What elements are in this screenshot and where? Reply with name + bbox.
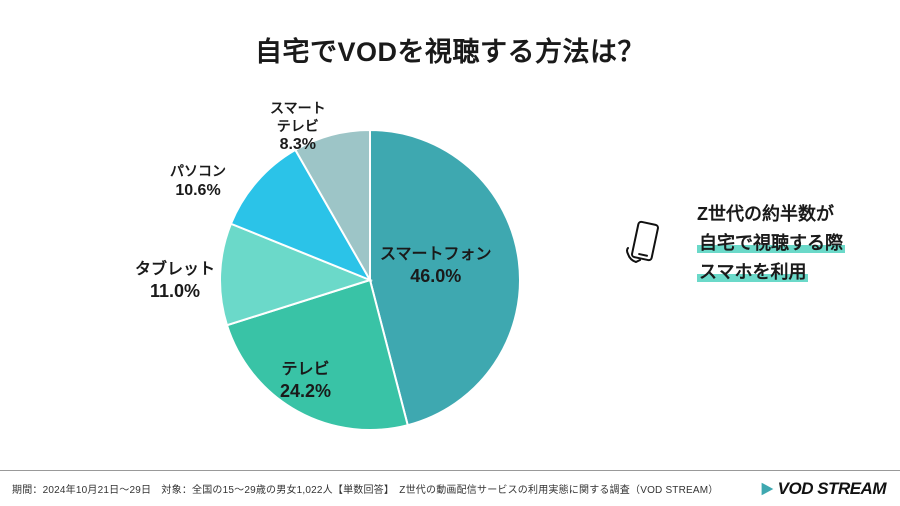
callout-line: 自宅で視聴する際 [697, 229, 845, 258]
slice-name: パソコン [170, 163, 226, 181]
pie-chart: スマートフォン46.0%テレビ24.2%タブレット11.0%パソコン10.6%ス… [160, 85, 580, 465]
slice-label: テレビ24.2% [280, 360, 331, 403]
callout-line: スマホを利用 [697, 258, 845, 287]
logo-mark-icon [758, 480, 776, 498]
slice-label: タブレット11.0% [135, 260, 215, 303]
slice-name: タブレット [135, 260, 215, 280]
slice-name: テレビ [280, 360, 331, 380]
slice-percent: 24.2% [280, 380, 331, 403]
footer: 期間：2024年10月21日〜29日 対象：全国の15〜29歳の男女1,022人… [0, 470, 900, 506]
slice-percent: 10.6% [170, 181, 226, 201]
logo-text: VOD STREAM [778, 479, 886, 499]
chart-title: 自宅でVODを視聴する方法は？ [0, 30, 900, 69]
slice-label: スマートフォン46.0% [380, 245, 492, 288]
slice-percent: 11.0% [135, 280, 215, 303]
slice-percent: 46.0% [380, 265, 492, 288]
callout-text: Z世代の約半数が自宅で視聴する際スマホを利用 [697, 200, 845, 286]
slice-name: スマートテレビ [270, 100, 326, 135]
slice-name: スマートフォン [380, 245, 492, 265]
callout-line: Z世代の約半数が [697, 200, 845, 229]
slice-label: スマートテレビ8.3% [270, 100, 326, 155]
brand-logo: VOD STREAM [758, 479, 886, 499]
footer-note: 期間：2024年10月21日〜29日 対象：全国の15〜29歳の男女1,022人… [12, 481, 719, 496]
slice-label: パソコン10.6% [170, 163, 226, 201]
smartphone-icon [620, 220, 662, 271]
slice-percent: 8.3% [270, 135, 326, 155]
